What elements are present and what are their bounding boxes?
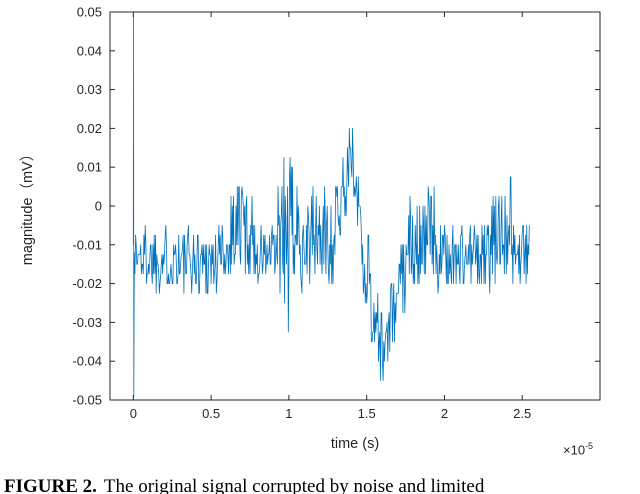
signal-trace <box>132 15 530 397</box>
x-axis-exponent-base: ×10 <box>563 442 586 458</box>
x-tick-label: 1 <box>285 406 292 421</box>
x-tick-label: 0.5 <box>202 406 220 421</box>
y-tick-label: -0.04 <box>72 354 102 369</box>
y-axis-label: magnitude（mV） <box>20 146 36 266</box>
y-tick-label: 0.03 <box>77 82 102 97</box>
y-tick-label: 0.01 <box>77 160 102 175</box>
x-axis-label: time (s) <box>330 436 380 452</box>
y-tick-label: 0.05 <box>77 5 102 20</box>
x-tick-label: 2 <box>441 406 448 421</box>
y-tick-label: -0.02 <box>72 276 102 291</box>
y-tick-label: 0.04 <box>77 43 102 58</box>
y-tick-label: -0.05 <box>72 393 102 408</box>
figure-caption-label: FIGURE 2. <box>4 476 97 494</box>
y-tick-label: -0.03 <box>72 315 102 330</box>
y-tick-label: 0.02 <box>77 121 102 136</box>
signal-plot: 0 0.5 1 1.5 2 2.5 0.05 0.04 0.03 0.02 0.01 0 -0.01 -0… <box>72 5 601 421</box>
figure-caption-text: The original signal corrupted by noise a… <box>103 476 485 494</box>
y-tick-label: -0.01 <box>72 237 102 252</box>
y-tick-label: 0 <box>95 199 102 214</box>
x-tick-label: 0 <box>130 406 137 421</box>
x-axis-exponent-power: -5 <box>585 441 594 451</box>
x-tick-label: 2.5 <box>513 406 531 421</box>
x-tick-label: 1.5 <box>358 406 376 421</box>
x-axis-exponent-label: ×10-5 <box>563 441 593 457</box>
plot-box <box>109 11 601 401</box>
figure-caption: FIGURE 2. The original signal corrupted b… <box>4 476 640 494</box>
